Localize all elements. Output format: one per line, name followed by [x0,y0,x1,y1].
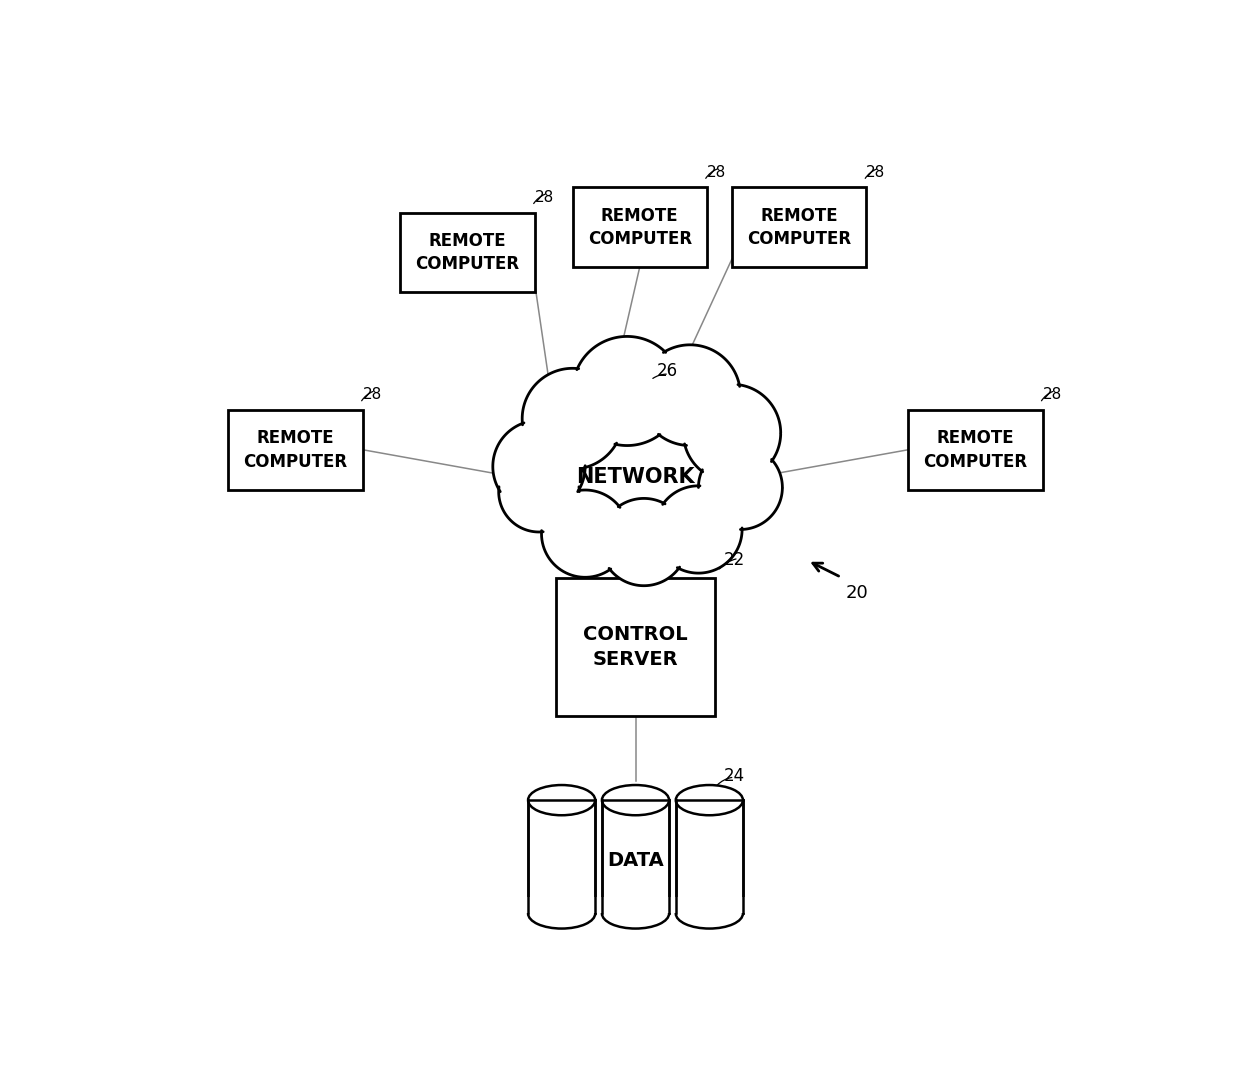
Circle shape [498,451,579,532]
Bar [527,897,596,913]
Bar [908,410,1043,489]
Bar [676,800,743,913]
Ellipse shape [676,785,743,815]
Text: 28: 28 [363,387,382,402]
Circle shape [683,385,781,482]
Text: CONTROL
SERVER: CONTROL SERVER [583,625,688,669]
Ellipse shape [510,391,761,550]
Text: 24: 24 [724,767,745,786]
Ellipse shape [601,898,670,929]
Bar [528,800,595,913]
Ellipse shape [676,898,743,929]
Bar [556,578,715,716]
Bar [732,187,867,267]
Text: 28: 28 [1043,387,1061,402]
Circle shape [655,486,742,573]
Text: 28: 28 [707,165,727,180]
Text: 26: 26 [656,362,677,380]
Text: NETWORK: NETWORK [577,468,694,487]
Text: REMOTE
COMPUTER: REMOTE COMPUTER [748,206,851,249]
Bar [401,213,534,292]
Text: REMOTE
COMPUTER: REMOTE COMPUTER [924,429,1028,471]
Circle shape [698,446,782,530]
Text: 28: 28 [534,190,554,205]
Ellipse shape [601,785,670,815]
Bar [573,187,707,267]
Bar [675,897,744,913]
Text: 22: 22 [724,552,745,569]
Circle shape [492,421,585,512]
Circle shape [542,490,629,578]
Bar [228,410,363,489]
Text: 20: 20 [846,584,868,602]
Text: DATA: DATA [608,851,663,871]
Circle shape [640,344,740,446]
Bar [601,800,670,913]
Circle shape [573,337,682,446]
Text: REMOTE
COMPUTER: REMOTE COMPUTER [243,429,347,471]
Ellipse shape [528,898,595,929]
Ellipse shape [528,785,595,815]
Circle shape [522,368,622,469]
Bar [600,897,671,913]
Text: REMOTE
COMPUTER: REMOTE COMPUTER [415,232,520,274]
Text: 28: 28 [867,165,885,180]
Circle shape [600,498,687,585]
Text: REMOTE
COMPUTER: REMOTE COMPUTER [588,206,692,249]
